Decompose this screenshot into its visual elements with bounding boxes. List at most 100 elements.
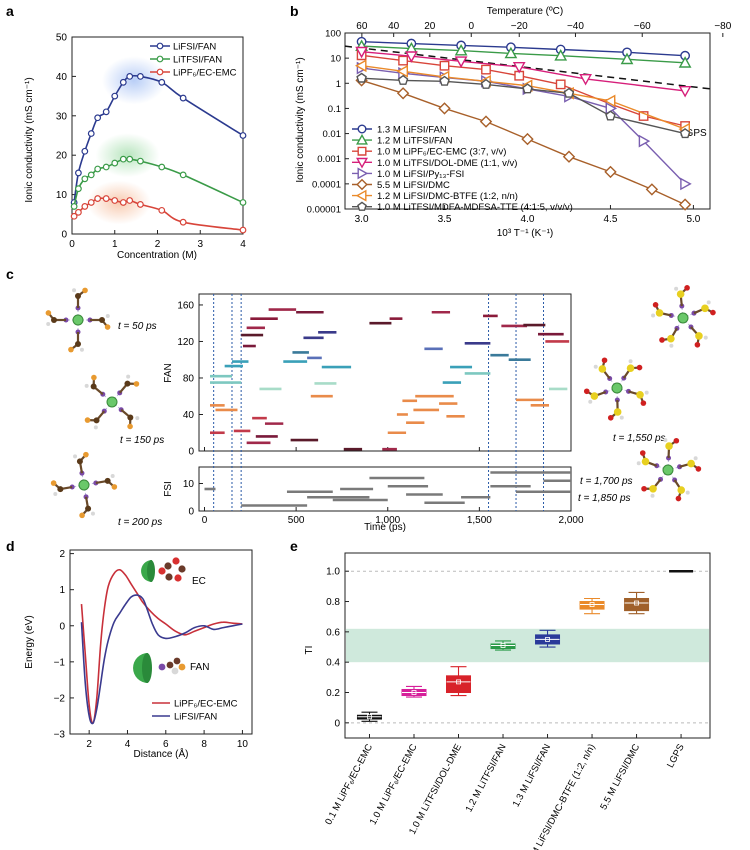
- data-point: [75, 185, 82, 193]
- solvation-snapshot-image: [84, 374, 140, 430]
- data-point: [126, 155, 134, 163]
- panel-c: c t = 50 ps t = 150 ps t = 200 ps t = 1,550…: [6, 266, 716, 533]
- legend-marker: [357, 167, 369, 180]
- solvation-snapshot-image: [45, 287, 111, 353]
- data-point: [94, 195, 102, 202]
- legend-label: LiTFSI/FAN: [173, 55, 222, 66]
- data-point: [119, 199, 127, 206]
- legend-label: 1.3 M LiFSI/FAN: [377, 125, 447, 136]
- category-label: 5.5 M LiFSI/DMC: [598, 742, 642, 812]
- top-tick-label: −80: [714, 21, 731, 32]
- y-tick-label: 0.2: [326, 688, 340, 699]
- target-band: [346, 628, 709, 663]
- legend-marker: [156, 55, 164, 63]
- series-line: [361, 65, 686, 130]
- data-point: [522, 83, 533, 94]
- panel-label-a: a: [6, 3, 14, 19]
- data-point: [604, 165, 617, 179]
- x-tick-label: 3: [197, 239, 203, 250]
- x-tick-label: 500: [288, 515, 305, 526]
- panel-e: e 00.20.40.60.81.0 0.1 M LiPF₆/EC-EMC1.0…: [290, 538, 711, 850]
- data-point: [438, 102, 451, 115]
- y-axis-label-a: Ionic conductivity (mS cm⁻¹): [24, 77, 35, 202]
- box-mean-marker: [500, 643, 506, 648]
- top-tick-label: 60: [356, 21, 368, 32]
- y-tick-label: 0.01: [323, 129, 342, 140]
- box-mean-marker: [634, 600, 639, 606]
- category-label: 1.2 M LiTFSI/FAN: [464, 742, 509, 814]
- x-tick-label: 1,000: [375, 515, 400, 526]
- x-axis-label-d: Distance (Å): [133, 747, 188, 760]
- x-tick-label: 1: [112, 239, 118, 250]
- data-point: [638, 134, 651, 148]
- y-tick-label: 0: [59, 621, 65, 632]
- y-tick-label: 40: [183, 410, 195, 421]
- energy-curve: [80, 568, 243, 725]
- data-point: [454, 43, 468, 56]
- data-point: [481, 64, 491, 75]
- x-tick-label: 5.0: [686, 214, 700, 225]
- y-tick-label: 1.0: [326, 567, 340, 578]
- legend-label: 1.0 M LiFSI/Py₁₃-FSI: [377, 169, 464, 180]
- top-tick-label: −40: [567, 21, 584, 32]
- data-point: [579, 73, 592, 86]
- data-point: [87, 199, 95, 206]
- data-point: [354, 59, 367, 73]
- legend-label: 1.2 M LiFSI/DMC-BTFE (1:2, n/n): [377, 191, 518, 202]
- solvation-snapshot-image: [636, 437, 702, 502]
- fan-plot-frame: [198, 293, 572, 452]
- data-point: [454, 56, 468, 68]
- data-point: [179, 218, 187, 226]
- data-point: [504, 46, 518, 59]
- data-point: [512, 62, 526, 74]
- y-tick-label: 30: [56, 111, 68, 122]
- snapshot-time-label: t = 200 ps: [118, 517, 162, 528]
- x-tick-label: 1,500: [467, 515, 492, 526]
- data-point: [136, 157, 144, 165]
- x-axis-label-a: Concentration (M): [117, 250, 197, 261]
- snapshot-time-label: t = 150 ps: [120, 435, 164, 446]
- data-point: [645, 183, 659, 196]
- category-label: 1.2 M LiFSI/DMC-BTFE (1:2, n/n): [522, 742, 598, 850]
- x-tick-label: 2,000: [558, 515, 583, 526]
- data-point: [126, 197, 134, 204]
- plot-frame-e: [344, 552, 711, 739]
- data-point: [603, 94, 616, 108]
- data-point: [355, 46, 368, 59]
- box-body: [579, 601, 605, 610]
- data-point: [81, 147, 89, 155]
- y-tick-label: −1: [54, 657, 66, 668]
- data-point: [81, 175, 89, 183]
- data-point: [398, 55, 408, 66]
- data-point: [70, 212, 78, 220]
- box-mean-marker: [367, 714, 372, 720]
- y-tick-label: 100: [325, 29, 341, 40]
- fsi-plot-frame: [198, 466, 572, 512]
- data-point: [119, 78, 127, 86]
- data-point: [514, 70, 525, 81]
- y-tick-label: 10: [56, 190, 68, 201]
- legend-label: LiPF₆/EC-EMC: [173, 68, 237, 79]
- y-tick-label: 1: [59, 585, 65, 596]
- legend-label: LiFSI/FAN: [174, 712, 217, 723]
- data-point: [126, 72, 134, 80]
- data-point: [81, 203, 89, 210]
- panel-label-d: d: [6, 538, 15, 554]
- series-line: [361, 77, 686, 135]
- highlight-blob: [101, 56, 166, 105]
- data-point: [94, 165, 102, 173]
- solvation-snapshot-image: [651, 285, 716, 348]
- category-label: 1.3 M LiFSI/FAN: [511, 742, 553, 809]
- panel-label-c: c: [6, 266, 14, 282]
- legend-marker: [356, 157, 368, 169]
- y-tick-label: 120: [177, 337, 194, 348]
- data-point: [521, 132, 534, 146]
- data-point: [119, 155, 127, 163]
- data-point: [356, 72, 367, 83]
- legend-marker: [156, 42, 164, 50]
- x-tick-label: 3.5: [438, 214, 452, 225]
- fan-axis-label: FAN: [163, 363, 174, 382]
- data-point: [397, 74, 409, 85]
- category-label: 0.1 M LiPF₆/EC-EMC: [323, 742, 375, 827]
- x-tick-label: 4: [125, 739, 131, 750]
